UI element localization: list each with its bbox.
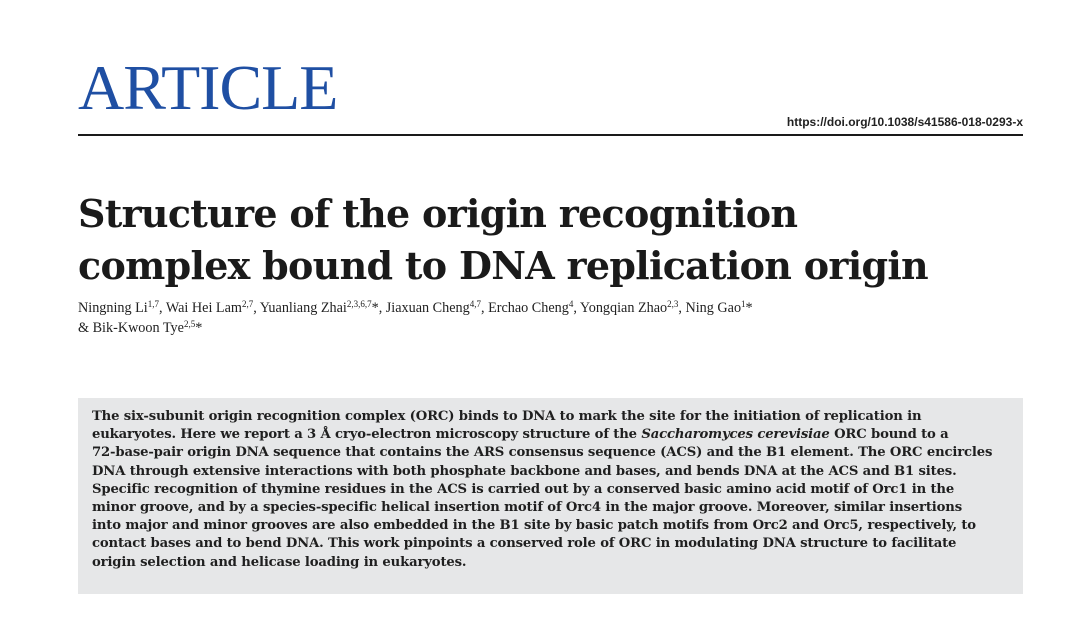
article-title: Structure of the origin recognition comp… [78, 188, 1038, 292]
doi-link[interactable]: https://doi.org/10.1038/s41586-018-0293-… [786, 115, 1023, 129]
author-list: Ningning Li1,7, Wai Hei Lam2,7, Yuanlian… [78, 298, 1038, 338]
author-name[interactable]: Erchao Cheng [488, 300, 569, 316]
affiliation-marker: 1,7 [147, 299, 160, 309]
abstract-line: origin selection and helicase loading in… [92, 554, 467, 570]
abstract-line: The six-subunit origin recognition compl… [92, 409, 922, 424]
affiliation-marker: 2,3,6,7 [346, 299, 372, 309]
section-label: ARTICLE [78, 52, 338, 123]
abstract-line: minor groove, and by a species-specific … [92, 500, 963, 516]
title-line-2: complex bound to DNA replication origin [78, 243, 929, 288]
abstract-line: eukaryotes. Here we report a 3 Å cryo-el… [92, 427, 949, 443]
author-name[interactable]: Ning Gao [685, 300, 742, 316]
affiliation-marker: 4,7 [469, 299, 481, 309]
corresponding-marker: * [195, 320, 203, 336]
corresponding-marker: * [745, 300, 753, 316]
author-line-1: Ningning Li1,7, Wai Hei Lam2,7, Yuanlian… [78, 299, 753, 317]
author-name[interactable]: Yuanliang Zhai [259, 300, 347, 316]
header-divider [78, 134, 1023, 136]
abstract-box: The six-subunit origin recognition compl… [78, 398, 1023, 594]
abstract-line: DNA through extensive interactions with … [92, 463, 957, 479]
author-name[interactable]: Jiaxuan Cheng [385, 300, 470, 316]
affiliation-marker: 2,3 [667, 299, 679, 309]
abstract-line: contact bases and to bend DNA. This work… [92, 536, 957, 552]
author-line-2: & Bik-Kwoon Tye2,5* [78, 319, 203, 337]
author-name[interactable]: Wai Hei Lam [165, 300, 242, 316]
abstract-line: 72-base-pair origin DNA sequence that co… [92, 445, 993, 461]
abstract-line: Specific recognition of thymine residues… [92, 481, 955, 497]
title-line-1: Structure of the origin recognition [78, 191, 798, 236]
species-name: Saccharomyces cerevisiae [641, 427, 830, 443]
corresponding-marker: * [371, 300, 379, 316]
affiliation-marker: 4 [568, 299, 574, 309]
author-name[interactable]: Bik-Kwoon Tye [92, 320, 184, 336]
affiliation-marker: 2,5 [183, 319, 196, 329]
affiliation-marker: 1 [741, 299, 746, 309]
abstract-line: into major and minor grooves are also em… [92, 518, 976, 534]
affiliation-marker: 2,7 [241, 299, 254, 309]
author-name[interactable]: Yongqian Zhao [579, 300, 668, 316]
author-name[interactable]: Ningning Li [78, 300, 148, 316]
